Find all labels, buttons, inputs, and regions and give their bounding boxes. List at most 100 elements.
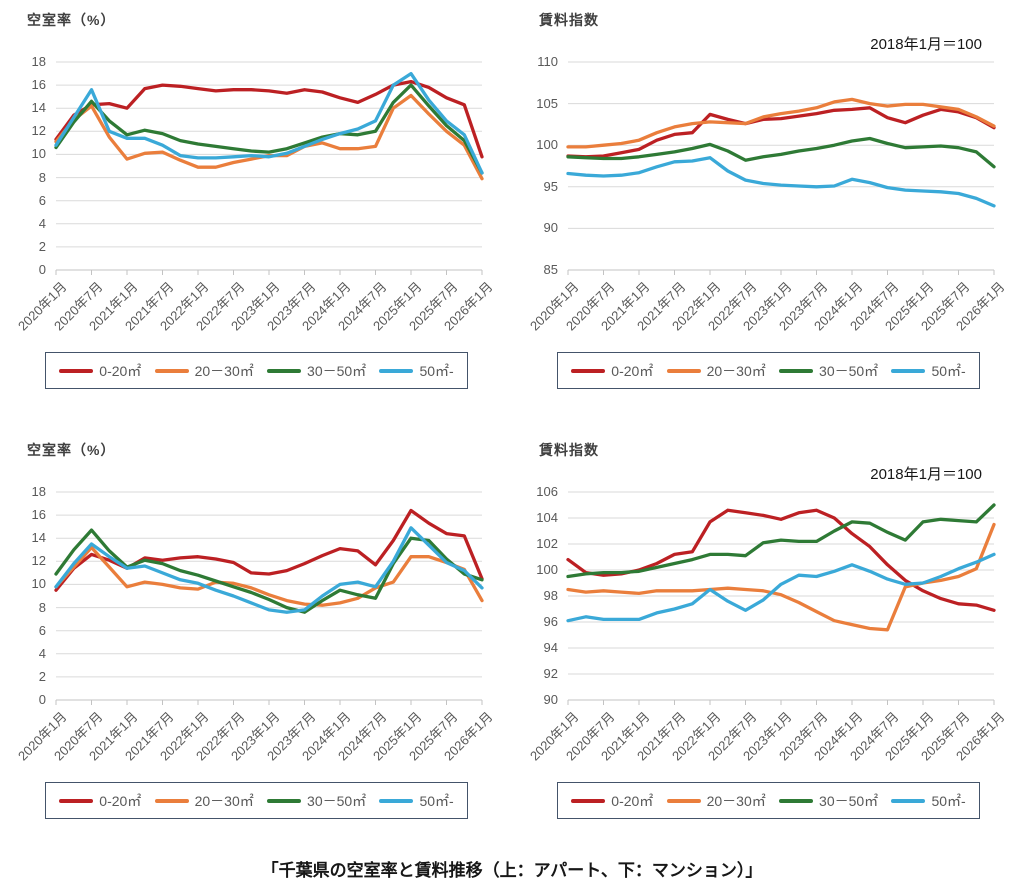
mansion-vacancy-series-30－50㎡ bbox=[54, 528, 484, 614]
legend-line-swatch bbox=[379, 798, 414, 803]
legend-line-swatch bbox=[267, 798, 302, 803]
y-tick-label: 100 bbox=[536, 562, 558, 577]
y-tick-label: 10 bbox=[31, 146, 46, 162]
y-tick-label: 95 bbox=[543, 178, 558, 194]
legend: 0-20㎡ 20－30㎡ 30－50㎡ 50㎡- bbox=[45, 782, 468, 819]
mansion-vacancy-series-50㎡- bbox=[54, 526, 484, 614]
y-tick-label: 110 bbox=[537, 54, 558, 69]
legend-item: 30－50㎡ bbox=[267, 791, 366, 811]
apartment-vacancy-chart: 空室率（%） 0-20㎡ 20－30㎡ 30－50㎡ 50㎡- 0 2 4 6 8 10 12 14… bbox=[0, 0, 512, 430]
legend-item: 50㎡- bbox=[379, 361, 454, 381]
chart-title: 賃料指数 bbox=[539, 442, 599, 458]
y-tick-label: 12 bbox=[31, 553, 46, 569]
y-tick-label: 8 bbox=[38, 169, 46, 185]
legend-item: 20－30㎡ bbox=[666, 361, 766, 381]
legend-label: 0-20㎡ bbox=[99, 792, 142, 809]
index-base-annotation: 2018年1月＝100 bbox=[870, 466, 982, 483]
legend: 0-20㎡ 20－30㎡ 30－50㎡ 50㎡- bbox=[557, 782, 980, 819]
legend-line-swatch bbox=[379, 368, 414, 373]
y-tick-label: 14 bbox=[31, 530, 46, 546]
y-tick-label: 14 bbox=[31, 100, 46, 116]
legend-item: 30－50㎡ bbox=[779, 791, 878, 811]
mansion-vacancy-chart: 空室率（%） 0-20㎡ 20－30㎡ 30－50㎡ 50㎡- 0 2 4 6 8 10 12 14… bbox=[0, 430, 512, 860]
legend-line-swatch bbox=[267, 368, 302, 373]
legend: 0-20㎡ 20－30㎡ 30－50㎡ 50㎡- bbox=[557, 352, 980, 389]
mansion-rent-index-plot bbox=[566, 491, 996, 705]
y-tick-label: 10 bbox=[31, 576, 46, 592]
legend-label: 50㎡- bbox=[419, 362, 454, 379]
apartment-rent-index-series-30－50㎡ bbox=[566, 136, 996, 169]
y-tick-label: 85 bbox=[543, 262, 558, 277]
y-tick-label: 106 bbox=[536, 484, 558, 499]
y-tick-label: 100 bbox=[536, 137, 558, 153]
legend-line-swatch bbox=[571, 368, 606, 373]
mansion-vacancy-plot bbox=[54, 491, 484, 705]
y-tick-label: 2 bbox=[38, 668, 46, 684]
y-tick-label: 16 bbox=[31, 507, 46, 523]
y-tick-label: 98 bbox=[543, 588, 558, 603]
legend-line-swatch bbox=[154, 798, 189, 803]
legend-label: 50㎡- bbox=[931, 792, 966, 809]
y-tick-label: 18 bbox=[31, 484, 46, 499]
apartment-rent-index-series-20－30㎡ bbox=[566, 97, 996, 149]
legend-label: 30－50㎡ bbox=[819, 792, 879, 809]
index-base-annotation: 2018年1月＝100 bbox=[870, 36, 982, 53]
legend-line-swatch bbox=[154, 368, 189, 373]
legend-item: 0-20㎡ bbox=[59, 361, 141, 381]
y-tick-label: 104 bbox=[536, 510, 558, 525]
legend-label: 50㎡- bbox=[931, 362, 966, 379]
legend: 0-20㎡ 20－30㎡ 30－50㎡ 50㎡- bbox=[45, 352, 468, 389]
chart-title: 空室率（%） bbox=[27, 442, 116, 458]
legend-line-swatch bbox=[571, 798, 606, 803]
y-tick-label: 94 bbox=[543, 640, 558, 655]
y-tick-label: 8 bbox=[38, 599, 46, 615]
legend-item: 0-20㎡ bbox=[571, 791, 653, 811]
y-tick-label: 92 bbox=[543, 666, 558, 681]
y-tick-label: 4 bbox=[38, 215, 46, 231]
legend-line-swatch bbox=[666, 368, 701, 373]
y-tick-label: 6 bbox=[38, 622, 46, 638]
apartment-vacancy-plot bbox=[54, 61, 484, 275]
legend-label: 0-20㎡ bbox=[611, 792, 654, 809]
y-tick-label: 105 bbox=[536, 95, 558, 111]
y-tick-label: 0 bbox=[38, 262, 46, 277]
legend-label: 30－50㎡ bbox=[307, 792, 367, 809]
legend-line-swatch bbox=[891, 798, 926, 803]
legend-label: 20－30㎡ bbox=[194, 792, 254, 809]
apartment-vacancy-series-50㎡- bbox=[54, 71, 484, 175]
y-tick-label: 16 bbox=[31, 77, 46, 93]
apartment-rent-index-plot bbox=[566, 61, 996, 275]
legend-line-swatch bbox=[779, 368, 814, 373]
legend-item: 50㎡- bbox=[891, 361, 966, 381]
mansion-rent-index-chart: 賃料指数 2018年1月＝100 0-20㎡ 20－30㎡ 30－50㎡ 50㎡- 9… bbox=[512, 430, 1024, 860]
legend-label: 0-20㎡ bbox=[99, 362, 142, 379]
mansion-vacancy-series-20－30㎡ bbox=[54, 545, 484, 607]
legend-label: 30－50㎡ bbox=[307, 362, 367, 379]
legend-line-swatch bbox=[666, 798, 701, 803]
chart-title: 賃料指数 bbox=[539, 12, 599, 28]
apartment-vacancy-series-30－50㎡ bbox=[54, 83, 484, 175]
mansion-rent-index-series-50㎡- bbox=[566, 552, 996, 623]
legend-line-swatch bbox=[59, 798, 94, 803]
apartment-rent-index-series-0-20㎡ bbox=[566, 106, 996, 159]
legend-label: 20－30㎡ bbox=[706, 792, 766, 809]
y-tick-label: 90 bbox=[543, 692, 558, 707]
y-tick-label: 102 bbox=[536, 536, 558, 551]
apartment-vacancy-series-0-20㎡ bbox=[54, 79, 484, 159]
legend-item: 30－50㎡ bbox=[779, 361, 878, 381]
y-tick-label: 4 bbox=[38, 645, 46, 661]
legend-item: 0-20㎡ bbox=[571, 361, 653, 381]
legend-item: 50㎡- bbox=[379, 791, 454, 811]
y-tick-label: 18 bbox=[31, 54, 46, 69]
legend-label: 20－30㎡ bbox=[194, 362, 254, 379]
mansion-rent-index-series-30－50㎡ bbox=[566, 503, 996, 579]
y-tick-label: 0 bbox=[38, 692, 46, 707]
legend-item: 20－30㎡ bbox=[154, 361, 254, 381]
legend-item: 20－30㎡ bbox=[154, 791, 254, 811]
y-tick-label: 90 bbox=[543, 220, 558, 236]
y-tick-label: 12 bbox=[31, 123, 46, 139]
legend-line-swatch bbox=[59, 368, 94, 373]
y-tick-label: 2 bbox=[38, 238, 46, 254]
caption: 「千葉県の空室率と賃料推移（上：アパート、下：マンション）」 bbox=[261, 861, 763, 880]
